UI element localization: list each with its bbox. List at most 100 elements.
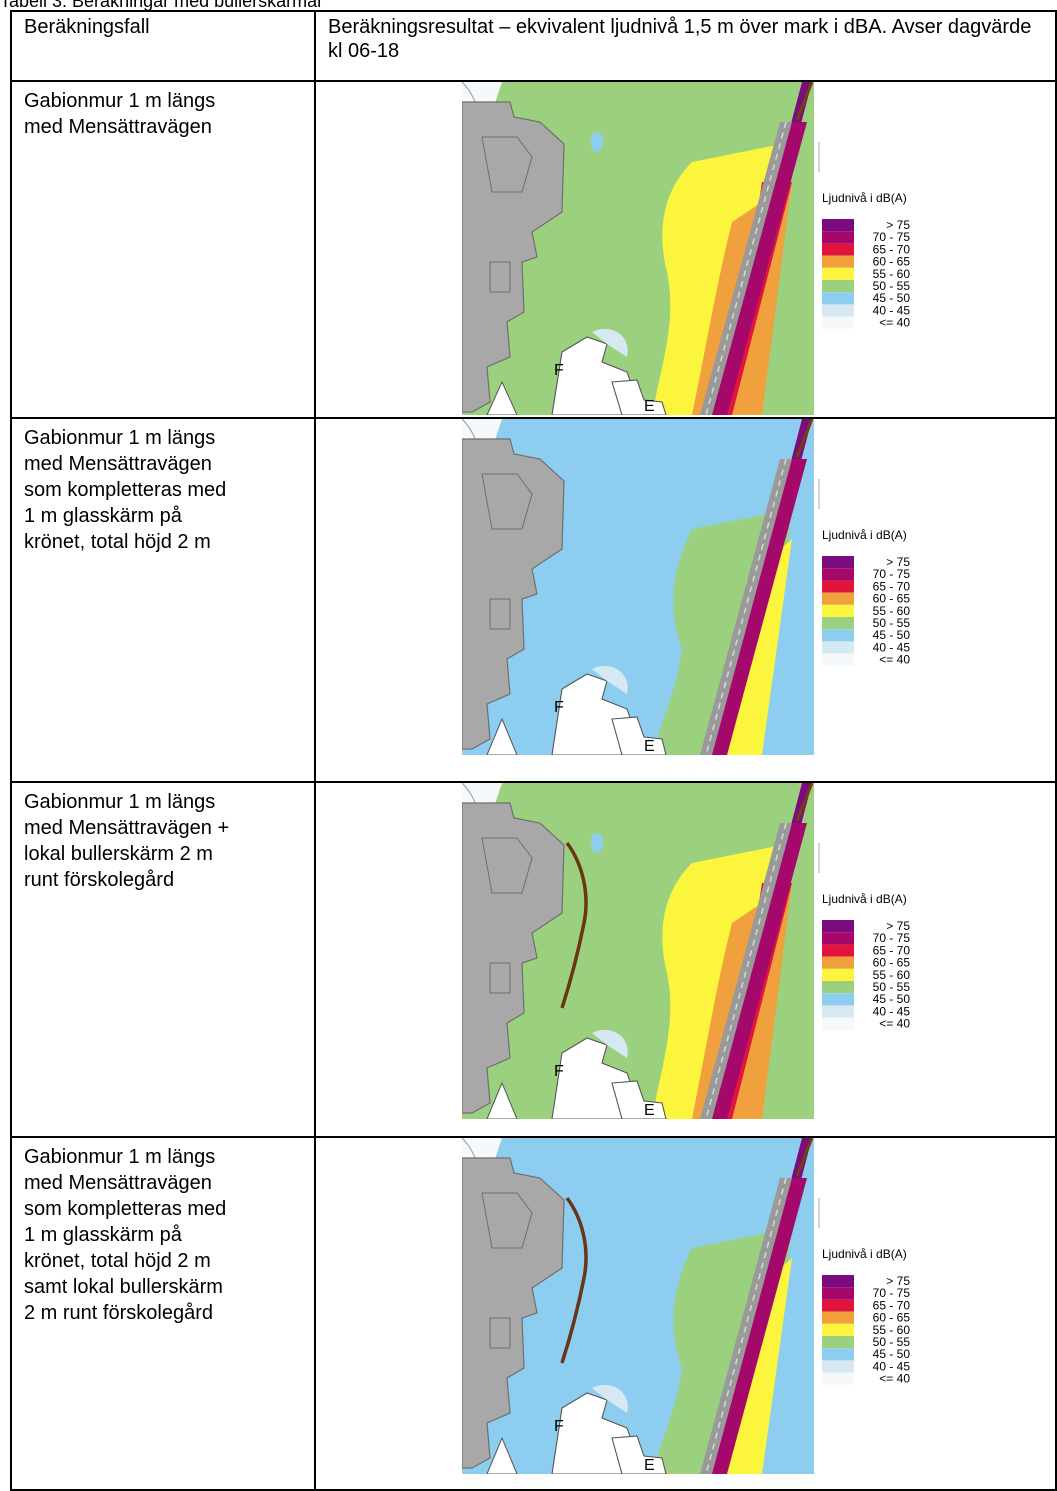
legend-label: 55 - 60 [873,968,911,982]
building-label-e: E [644,398,655,415]
legend-label: <= 40 [879,316,910,330]
noise-map-cell: F E Ljudnivå i dB(A) > 75 70 - 75 65 - 70 60 -… [314,417,1057,783]
legend-swatch [822,231,854,244]
noise-map-cell: F E Ljudnivå i dB(A) > 75 70 - 75 65 - 70 60 -… [314,1136,1057,1491]
legend-label: 60 - 65 [873,592,911,606]
noise-map-cell: F E Ljudnivå i dB(A) > 75 70 - 75 65 - 70 60 -… [314,781,1057,1138]
legend-label: > 75 [886,555,910,569]
legend-label: 60 - 65 [873,956,911,970]
table-caption: Tabell 3. Beräkningar med bullerskärmar [0,0,324,11]
legend-swatch [822,1323,854,1336]
road-mensattravagen [700,1178,792,1474]
legend-label: 45 - 50 [873,291,911,305]
legend-swatch [822,1299,854,1312]
building-label-e: E [644,1457,655,1474]
legend-label: > 75 [886,919,910,933]
building-label-f: F [554,1063,564,1080]
road-mensattravagen [700,459,792,755]
legend-swatch [822,1348,854,1361]
legend-swatch [822,932,854,945]
legend-label: 40 - 45 [873,1359,911,1373]
calculation-table: Beräkningsfall Beräkningsresultat – ekvi… [10,10,1057,1491]
legend-swatch [822,568,854,581]
legend-swatch [822,556,854,569]
legend-label: 50 - 55 [873,1335,911,1349]
legend-swatch [822,219,854,232]
case-description: Gabionmur 1 m längs med Mensättravägen s… [10,1136,316,1491]
legend-title: Ljudnivå i dB(A) [822,1247,907,1261]
legend-swatch [822,968,854,981]
legend-label: 45 - 50 [873,1347,911,1361]
case-description: Gabionmur 1 m längs med Mensättravägen s… [10,417,316,783]
legend-label: 55 - 60 [873,1323,911,1337]
legend-label: 55 - 60 [873,604,911,618]
building-block-grey [462,438,565,750]
legend-label: 65 - 70 [873,579,911,593]
legend-label: > 75 [886,218,910,232]
building-label-f: F [554,699,564,716]
legend-swatch [822,604,854,617]
header-calc-result: Beräkningsresultat – ekvivalent ljudnivå… [314,10,1057,82]
legend-swatch [822,1287,854,1300]
legend-swatch [822,580,854,593]
legend-swatch [822,1005,854,1018]
local-noise-screen [560,841,588,1009]
legend-swatch [822,1275,854,1288]
legend-swatch [822,1372,854,1385]
legend-label: <= 40 [879,1372,910,1386]
legend-label: 70 - 75 [873,230,911,244]
legend-label: 50 - 55 [873,616,911,630]
table-row: Gabionmur 1 m längs med Mensättravägen +… [10,781,1057,1138]
legend-label: 45 - 50 [873,628,911,642]
case-description: Gabionmur 1 m längs med Mensättravägen +… [10,781,316,1138]
legend-swatch [822,243,854,256]
road-mensattravagen [700,823,792,1119]
road-mensattravagen [700,122,792,415]
legend-swatch [822,304,854,317]
table-row: Gabionmur 1 m längs med Mensättravägen s… [10,417,1057,783]
legend-label: 65 - 70 [873,242,911,256]
legend-label: 65 - 70 [873,1298,911,1312]
legend-label: <= 40 [879,1017,910,1031]
legend-swatch [822,944,854,957]
legend-label: 50 - 55 [873,980,911,994]
legend-label: 70 - 75 [873,931,911,945]
legend-label: 65 - 70 [873,943,911,957]
building-label-e: E [644,738,655,755]
legend-swatch [822,993,854,1006]
table-row: Gabionmur 1 m längs med Mensättravägen s… [10,1136,1057,1491]
legend-label: 40 - 45 [873,640,911,654]
legend-label: > 75 [886,1274,910,1288]
legend-swatch [822,956,854,969]
building-block-grey [462,101,565,413]
legend-swatch [822,653,854,666]
legend-label: 60 - 65 [873,1311,911,1325]
header-calc-case: Beräkningsfall [10,10,316,82]
legend-swatch [822,981,854,994]
legend-title: Ljudnivå i dB(A) [822,191,907,205]
legend-swatch [822,280,854,293]
gabion-wall [795,1138,814,1177]
legend-swatch [822,1360,854,1373]
building-label-f: F [554,362,564,379]
legend-swatch [822,1017,854,1030]
gabion-wall [795,82,814,121]
gabion-wall [795,419,814,458]
legend-label: 40 - 45 [873,1004,911,1018]
table-header-row: Beräkningsfall Beräkningsresultat – ekvi… [10,10,1057,82]
legend-swatch [822,255,854,268]
building-label-f: F [554,1418,564,1435]
building-block-grey [462,1157,565,1469]
building-label-e: E [644,1102,655,1119]
legend-swatch [822,617,854,630]
legend-label: 70 - 75 [873,567,911,581]
legend-label: 40 - 45 [873,303,911,317]
legend-swatch [822,267,854,280]
legend-label: 60 - 65 [873,255,911,269]
